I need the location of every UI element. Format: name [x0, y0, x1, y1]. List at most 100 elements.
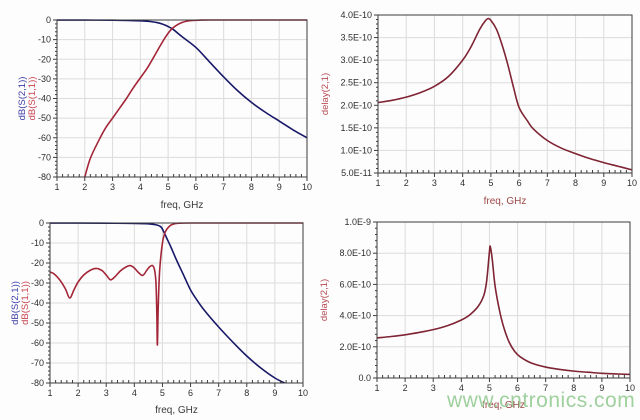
svg-text:-50: -50: [31, 318, 44, 328]
svg-text:2.5E-10: 2.5E-10: [340, 78, 372, 88]
svg-text:7: 7: [545, 178, 550, 188]
svg-text:6.0E-10: 6.0E-10: [339, 279, 371, 289]
gridlines: [377, 222, 630, 378]
svg-text:0: 0: [39, 218, 44, 228]
gridlines: [378, 15, 632, 173]
series-db-s-1-1-: [49, 222, 304, 346]
svg-text:5: 5: [166, 182, 171, 192]
y-axis-title: delay(2,1): [320, 73, 331, 115]
svg-text:10: 10: [625, 383, 635, 393]
tick-labels: 1 2 3 4 5 6 7 8 9 10 0 -10 -20 -30 -40 -50 -60 -70 -80: [38, 15, 312, 192]
svg-text:6: 6: [193, 182, 198, 192]
svg-text:5: 5: [488, 178, 493, 188]
svg-text:2: 2: [403, 383, 408, 393]
svg-text:8.0E-10: 8.0E-10: [339, 248, 371, 258]
svg-text:-70: -70: [31, 358, 44, 368]
y-axis-title: dB(S(2,1)): [17, 77, 28, 121]
svg-text:2: 2: [82, 182, 87, 192]
series-delay-2-1-: [377, 17, 633, 171]
svg-text:-10: -10: [31, 238, 44, 248]
svg-text:-80: -80: [31, 378, 44, 388]
svg-text:2: 2: [76, 388, 81, 398]
svg-text:1: 1: [374, 383, 379, 393]
svg-text:-30: -30: [31, 278, 44, 288]
y-axis-title: dB(S(1,1)): [27, 77, 38, 121]
svg-text:-30: -30: [38, 74, 51, 84]
svg-text:-60: -60: [31, 338, 44, 348]
svg-text:3.0E-10: 3.0E-10: [340, 55, 372, 65]
series-delay-2-1-: [376, 245, 631, 376]
svg-text:-60: -60: [38, 133, 51, 143]
tick-labels: 1 2 3 4 5 6 7 8 9 10 0 -10 -20 -30 -40 -50 -60 -70 -80: [31, 218, 308, 398]
svg-text:3.5E-10: 3.5E-10: [340, 33, 372, 43]
svg-text:6: 6: [515, 383, 520, 393]
svg-text:3: 3: [110, 182, 115, 192]
svg-text:3: 3: [104, 388, 109, 398]
y-axis-title: dB(S(1,1)): [20, 281, 31, 325]
svg-text:-80: -80: [38, 172, 51, 182]
svg-text:3: 3: [431, 383, 436, 393]
svg-text:9: 9: [272, 388, 277, 398]
svg-text:0: 0: [46, 15, 51, 25]
tick-marks: [374, 14, 633, 177]
tick-marks: [53, 19, 308, 181]
svg-text:-40: -40: [31, 298, 44, 308]
svg-text:1: 1: [54, 182, 59, 192]
svg-text:3: 3: [432, 178, 437, 188]
x-axis-title: freq, GHz: [482, 400, 525, 411]
svg-text:8: 8: [244, 388, 249, 398]
svg-text:7: 7: [543, 383, 548, 393]
svg-text:-40: -40: [38, 94, 51, 104]
svg-text:-20: -20: [31, 258, 44, 268]
svg-text:10: 10: [298, 388, 308, 398]
tick-marks: [46, 222, 304, 387]
svg-text:8: 8: [249, 182, 254, 192]
x-axis-title: freq, GHz: [161, 200, 204, 211]
svg-text:4: 4: [132, 388, 137, 398]
x-axis-title: freq, GHz: [484, 196, 527, 207]
series-group: [376, 245, 631, 376]
svg-text:1: 1: [375, 178, 380, 188]
svg-text:9: 9: [599, 383, 604, 393]
svg-text:0.0: 0.0: [358, 373, 371, 383]
x-axis-title: freq, GHz: [155, 405, 198, 416]
svg-text:-50: -50: [38, 113, 51, 123]
svg-text:6: 6: [517, 178, 522, 188]
svg-text:4: 4: [138, 182, 143, 192]
svg-text:10: 10: [627, 178, 637, 188]
svg-text:9: 9: [601, 178, 606, 188]
svg-text:-70: -70: [38, 152, 51, 162]
svg-text:2.0E-10: 2.0E-10: [339, 342, 371, 352]
svg-text:7: 7: [221, 182, 226, 192]
svg-text:-10: -10: [38, 35, 51, 45]
svg-text:1.5E-10: 1.5E-10: [340, 123, 372, 133]
gridlines: [57, 20, 307, 177]
svg-text:7: 7: [216, 388, 221, 398]
svg-text:1.0E-10: 1.0E-10: [340, 145, 372, 155]
svg-text:5.0E-11: 5.0E-11: [341, 168, 372, 178]
y-axis-title: dB(S(2,1)): [10, 281, 21, 325]
svg-text:5: 5: [160, 388, 165, 398]
svg-text:4: 4: [460, 178, 465, 188]
svg-text:8: 8: [573, 178, 578, 188]
y-axis-title: delay(2,1): [319, 279, 330, 321]
tick-labels: 1 2 3 4 5 6 7 8 9 10 1.0E-9 8.0E-10 6.0E-10 4.0E-10 2.…: [339, 217, 635, 393]
svg-text:2.0E-10: 2.0E-10: [340, 100, 372, 110]
tick-marks: [373, 221, 631, 382]
svg-text:8: 8: [571, 383, 576, 393]
svg-text:10: 10: [302, 182, 312, 192]
svg-text:4.0E-10: 4.0E-10: [340, 10, 372, 20]
plot-frame: [377, 14, 633, 174]
svg-text:6: 6: [188, 388, 193, 398]
svg-text:5: 5: [487, 383, 492, 393]
svg-text:4.0E-10: 4.0E-10: [339, 311, 371, 321]
svg-text:4: 4: [459, 383, 464, 393]
svg-text:9: 9: [277, 182, 282, 192]
svg-text:1.0E-9: 1.0E-9: [344, 217, 371, 227]
svg-text:1: 1: [47, 388, 52, 398]
